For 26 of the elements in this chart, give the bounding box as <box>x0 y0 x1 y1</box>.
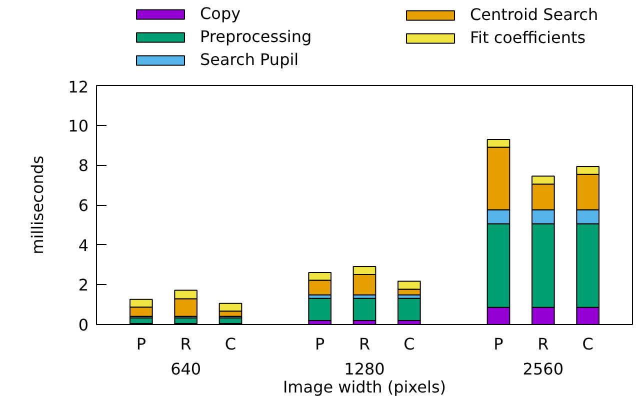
y-tick-label: 8 <box>78 156 89 176</box>
x-tick-label: P <box>136 334 146 354</box>
text: 1280 <box>344 360 385 378</box>
x-tick-label: R <box>180 334 192 354</box>
y-tick-label: 6 <box>78 196 89 215</box>
legend-label: Copy <box>200 4 241 23</box>
x-tick-label: C <box>404 334 415 354</box>
x-tick-label: R <box>358 334 370 354</box>
y-tick-label: 10 <box>68 116 88 136</box>
x-tick-label: R <box>538 334 549 354</box>
x-tick-label: P <box>315 334 326 354</box>
x-axis-title: Image width (pixels) <box>282 378 446 396</box>
text: 2560 <box>522 360 564 378</box>
x-tick-label: C <box>224 334 236 354</box>
legend-label: Fit coefficients <box>470 28 586 47</box>
x-tick-label: C <box>582 334 594 354</box>
x-tick-label: P <box>494 334 504 354</box>
legend-label: Preprocessing <box>200 27 312 46</box>
y-tick-label: 4 <box>78 236 89 255</box>
text: 640 <box>170 360 202 378</box>
y-tick-label: 0 <box>78 316 89 334</box>
legend-label: Search Pupil <box>200 50 299 69</box>
y-tick-label: 12 <box>68 78 88 96</box>
legend-label: Centroid Search <box>470 5 598 24</box>
y-tick-label: 2 <box>78 276 89 295</box>
y-axis-title: milliseconds <box>28 156 48 254</box>
